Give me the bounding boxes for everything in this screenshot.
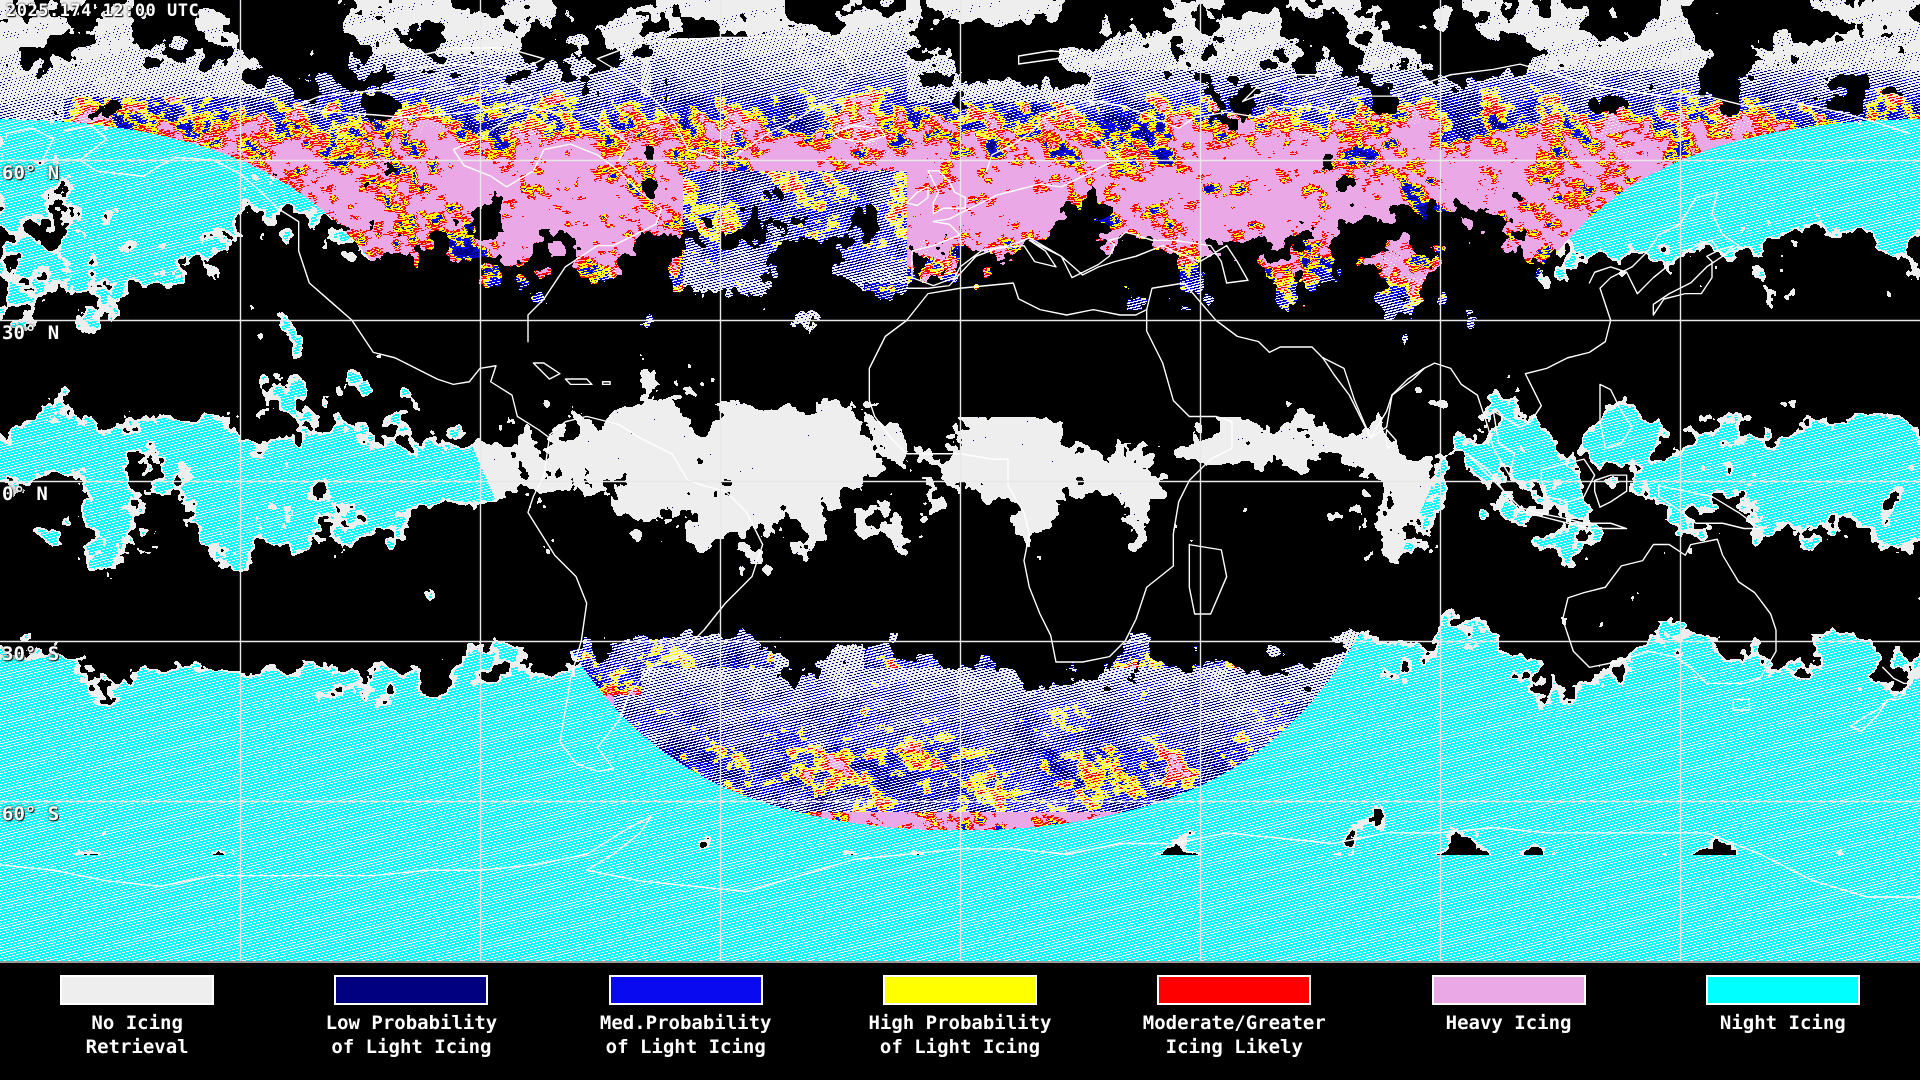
legend-item: Moderate/Greater Icing Likely bbox=[1097, 963, 1371, 1080]
legend-label-line1: Med.Probability bbox=[599, 1012, 772, 1034]
legend-label: Night Icing bbox=[1646, 1011, 1920, 1035]
legend-color-swatch bbox=[1705, 975, 1860, 1005]
legend-item: High Probability of Light Icing bbox=[823, 963, 1097, 1080]
legend-label: No Icing Retrieval bbox=[0, 1011, 274, 1059]
legend-color-swatch bbox=[608, 975, 763, 1005]
legend-color-swatch bbox=[882, 975, 1037, 1005]
global-icing-map[interactable]: 2025.174 12:00 UTC 60° N 30° N 0° N 30° S 60… bbox=[0, 0, 1920, 963]
legend-label: Low Probability of Light Icing bbox=[274, 1011, 548, 1059]
legend-item: Med.Probability of Light Icing bbox=[549, 963, 823, 1080]
legend-label-line1: Moderate/Greater bbox=[1142, 1012, 1326, 1034]
legend-color-swatch bbox=[334, 975, 489, 1005]
legend-color-swatch bbox=[1431, 975, 1586, 1005]
legend-item: No Icing Retrieval bbox=[0, 963, 274, 1080]
legend-label: Heavy Icing bbox=[1371, 1011, 1645, 1035]
legend-color-swatch bbox=[1157, 975, 1312, 1005]
legend-label-line2: of Light Icing bbox=[605, 1036, 766, 1058]
icing-legend: No Icing Retrieval Low Probability of Light… bbox=[0, 963, 1920, 1080]
legend-label-line1: High Probability bbox=[868, 1012, 1052, 1034]
legend-label-line2: Retrieval bbox=[85, 1036, 189, 1058]
legend-item: Night Icing bbox=[1646, 963, 1920, 1080]
legend-item: Heavy Icing bbox=[1371, 963, 1645, 1080]
legend-label: Moderate/Greater Icing Likely bbox=[1097, 1011, 1371, 1059]
map-raster-canvas[interactable] bbox=[0, 0, 1920, 961]
legend-label: Med.Probability of Light Icing bbox=[549, 1011, 823, 1059]
legend-label-line2: Icing Likely bbox=[1165, 1036, 1303, 1058]
legend-label-line2: of Light Icing bbox=[879, 1036, 1041, 1058]
legend-color-swatch bbox=[60, 975, 215, 1005]
legend-item: Low Probability of Light Icing bbox=[274, 963, 548, 1080]
legend-label-line1: Heavy Icing bbox=[1445, 1012, 1572, 1034]
legend-label-line1: No Icing bbox=[91, 1012, 183, 1034]
legend-label-line1: Night Icing bbox=[1719, 1012, 1846, 1034]
legend-label-line1: Low Probability bbox=[325, 1012, 498, 1034]
legend-label-line2: of Light Icing bbox=[331, 1036, 492, 1058]
timestamp-label: 2025.174 12:00 UTC bbox=[6, 1, 200, 21]
legend-label: High Probability of Light Icing bbox=[823, 1011, 1097, 1059]
